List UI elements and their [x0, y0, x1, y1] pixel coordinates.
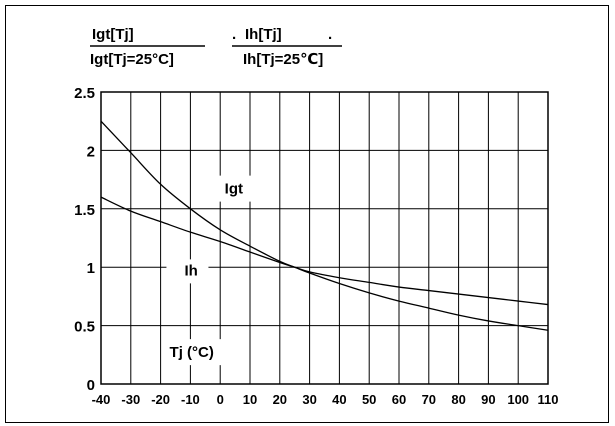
- x-tick-label: 20: [273, 392, 287, 407]
- annotation-igt: Igt: [225, 181, 243, 198]
- ih-ratio-numerator: Ih[Tj]: [245, 26, 282, 43]
- ih-ratio-prefix: .: [232, 26, 236, 43]
- y-tick-label: 0.5: [74, 319, 95, 336]
- ih-ratio-label: . Ih[Tj] . Ih[Tj=25℃]: [232, 26, 342, 68]
- igt-ratio-denominator: Igt[Tj=25°C]: [90, 51, 174, 68]
- x-tick-label: 90: [481, 392, 495, 407]
- x-tick-label: 60: [392, 392, 406, 407]
- label-background: [161, 339, 242, 366]
- ih-ratio-suffix: .: [328, 26, 332, 43]
- series-line-ih: [100, 196, 549, 306]
- x-tick-label: -20: [151, 392, 170, 407]
- x-tick-label: 0: [217, 392, 224, 407]
- x-tick-label: 110: [538, 392, 559, 407]
- x-tick-label: -30: [121, 392, 140, 407]
- x-tick-label: 10: [243, 392, 257, 407]
- igt-ratio-label: Igt[Tj] Igt[Tj=25°C]: [90, 26, 205, 68]
- series-lines: [100, 120, 549, 331]
- series-annotations: Igt Ih Tj (°C): [170, 181, 243, 362]
- x-tick-label: 50: [362, 392, 376, 407]
- ih-ratio-denominator: Ih[Tj=25℃]: [243, 51, 323, 68]
- x-tick-label: 30: [302, 392, 316, 407]
- x-axis-label: Tj (°C): [170, 344, 214, 361]
- x-tick-label: 40: [332, 392, 346, 407]
- y-tick-label: 2: [87, 143, 95, 160]
- x-tick-label: 80: [451, 392, 465, 407]
- x-tick-label: -10: [181, 392, 200, 407]
- chart-frame: [5, 5, 609, 423]
- tick-labels: -40 -30 -20 -10 0 10 20 30 40 50 60 70 80 90 100 110 0 0.…: [74, 85, 558, 407]
- x-tick-label: -40: [92, 392, 111, 407]
- annotation-ih: Ih: [184, 262, 197, 279]
- x-tick-label: 100: [507, 392, 529, 407]
- x-tick-label: 70: [422, 392, 436, 407]
- series-line-igt: [100, 120, 549, 331]
- igt-ratio-numerator: Igt[Tj]: [92, 26, 134, 43]
- y-tick-label: 1: [87, 260, 95, 277]
- y-tick-label: 2.5: [74, 85, 95, 102]
- label-background: [166, 259, 209, 284]
- y-tick-label: 0: [87, 377, 95, 394]
- plot-border: [100, 91, 549, 385]
- y-tick-label: 1.5: [74, 202, 95, 219]
- label-background: [216, 175, 259, 202]
- grid: [100, 91, 549, 385]
